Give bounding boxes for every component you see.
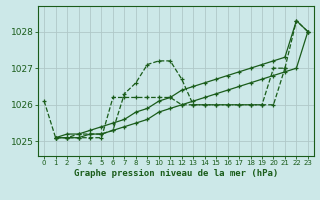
X-axis label: Graphe pression niveau de la mer (hPa): Graphe pression niveau de la mer (hPa) — [74, 169, 278, 178]
